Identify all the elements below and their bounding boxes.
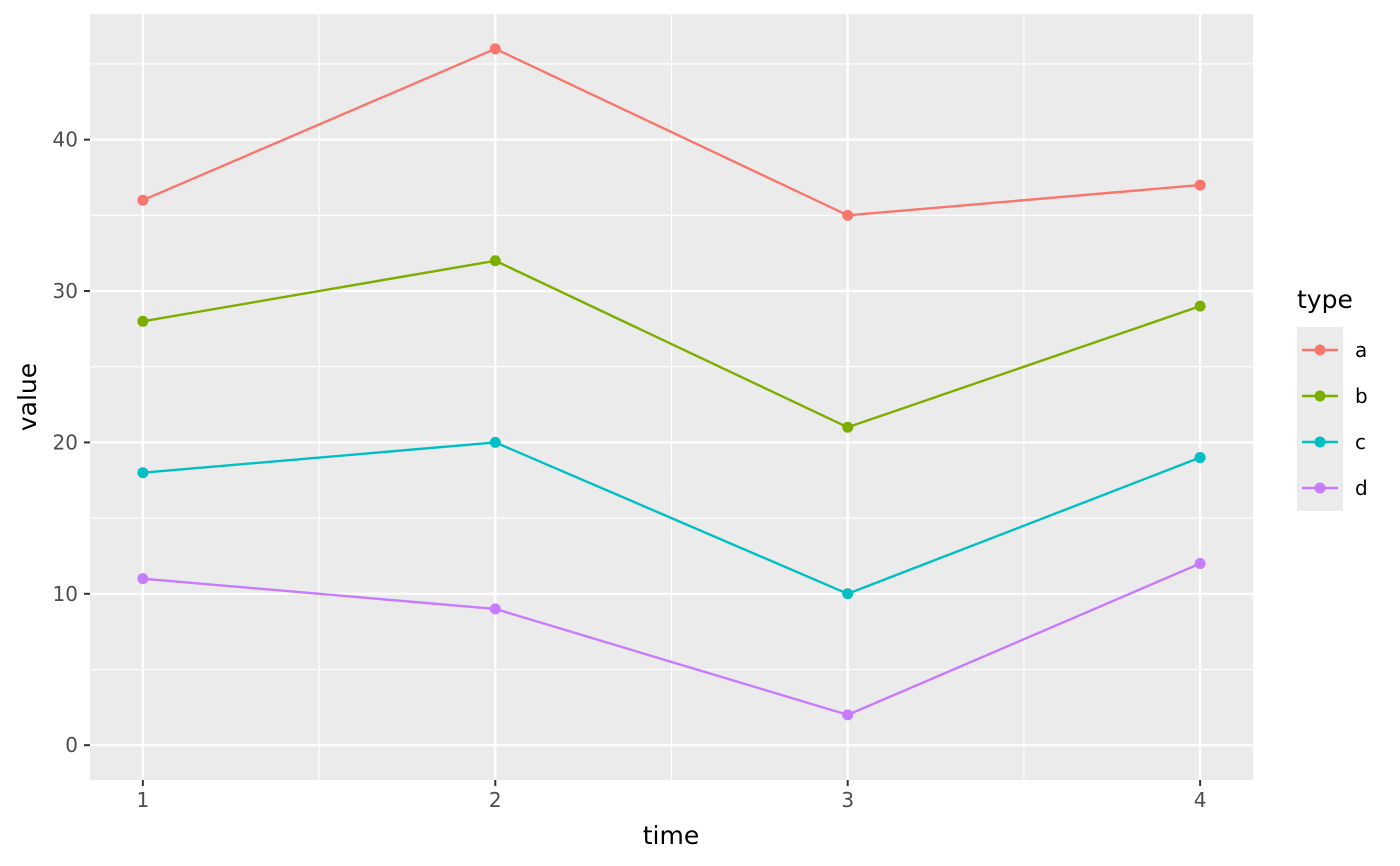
- data-point-d: [1194, 558, 1206, 570]
- series-line-c: [142, 441, 1201, 595]
- legend-label-c: c: [1355, 430, 1366, 454]
- data-point-a: [489, 43, 501, 55]
- y-axis: 0 10 20 30 40: [53, 128, 90, 757]
- legend-key-point-d: [1314, 482, 1326, 494]
- legend-label-d: d: [1355, 476, 1368, 500]
- y-tick-label: 10: [53, 582, 78, 606]
- data-point-c: [1194, 452, 1206, 464]
- x-axis-title: time: [643, 821, 699, 850]
- major-gridlines: [90, 14, 1253, 780]
- x-axis: 1 2 3 4: [136, 780, 1207, 812]
- legend-label-a: a: [1355, 338, 1367, 362]
- series-line-d: [142, 562, 1201, 717]
- legend-key-background: [1297, 327, 1343, 511]
- series-points: [137, 43, 1206, 721]
- data-point-b: [489, 255, 501, 267]
- x-tick-label: 3: [841, 788, 854, 812]
- series-line-a: [142, 47, 1201, 217]
- y-tick-label: 40: [53, 128, 78, 152]
- series-line-b: [142, 259, 1201, 429]
- legend-key-point-a: [1314, 344, 1326, 356]
- data-point-a: [137, 194, 149, 206]
- legend-key-point-b: [1314, 390, 1326, 402]
- data-point-d: [842, 709, 854, 721]
- x-tick-label: 1: [136, 788, 149, 812]
- data-point-c: [489, 436, 501, 448]
- data-point-c: [842, 588, 854, 600]
- data-point-b: [842, 421, 854, 433]
- x-tick-label: 4: [1194, 788, 1207, 812]
- x-tick-label: 2: [489, 788, 502, 812]
- data-point-d: [489, 603, 501, 615]
- y-tick-label: 30: [53, 279, 78, 303]
- series-lines: [142, 47, 1201, 717]
- data-point-a: [1194, 179, 1206, 191]
- data-point-c: [137, 467, 149, 479]
- data-point-a: [842, 209, 854, 221]
- data-point-b: [137, 315, 149, 327]
- legend-key-point-c: [1314, 436, 1326, 448]
- data-point-b: [1194, 300, 1206, 312]
- data-point-d: [137, 573, 149, 585]
- y-tick-label: 20: [53, 430, 78, 454]
- legend-title: type: [1297, 285, 1353, 314]
- y-axis-title: value: [13, 363, 42, 431]
- legend-label-b: b: [1355, 384, 1368, 408]
- y-tick-label: 0: [65, 733, 78, 757]
